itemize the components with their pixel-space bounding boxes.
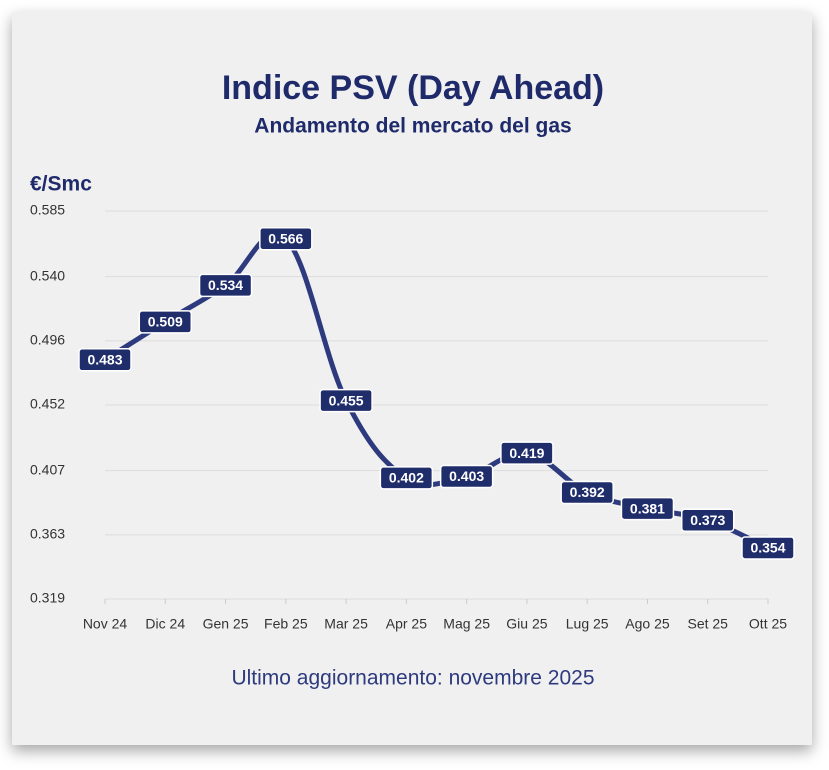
y-tick-label: 0.496 bbox=[30, 332, 65, 348]
data-label: 0.402 bbox=[379, 466, 434, 490]
data-label: 0.381 bbox=[620, 496, 675, 521]
card bbox=[12, 12, 812, 745]
data-label-text: 0.373 bbox=[690, 512, 725, 528]
data-label-text: 0.381 bbox=[630, 500, 665, 516]
y-axis-label: €/Smc bbox=[30, 173, 92, 196]
y-tick-label: 0.407 bbox=[30, 461, 65, 477]
data-label-text: 0.354 bbox=[750, 540, 785, 556]
x-tick-label: Gen 25 bbox=[203, 616, 249, 632]
data-label-box bbox=[379, 466, 434, 490]
x-tick-label: Nov 24 bbox=[83, 616, 128, 632]
data-label-box bbox=[741, 536, 795, 560]
data-label: 0.534 bbox=[198, 273, 253, 298]
data-label-box bbox=[560, 480, 614, 505]
y-tick-label: 0.540 bbox=[30, 267, 65, 283]
data-label-text: 0.455 bbox=[329, 392, 364, 408]
x-tick-label: Set 25 bbox=[687, 616, 728, 632]
data-label-text: 0.534 bbox=[208, 277, 243, 293]
x-tick-label: Mar 25 bbox=[324, 616, 368, 632]
data-label-text: 0.566 bbox=[268, 230, 303, 246]
data-label: 0.373 bbox=[680, 508, 735, 532]
y-tick-label: 0.319 bbox=[30, 590, 65, 606]
chart-title: Indice PSV (Day Ahead) bbox=[222, 69, 604, 107]
data-label: 0.509 bbox=[138, 310, 193, 334]
x-tick-label: Lug 25 bbox=[566, 616, 609, 632]
data-label-text: 0.419 bbox=[509, 445, 544, 461]
data-label-text: 0.483 bbox=[87, 351, 122, 367]
x-tick-label: Feb 25 bbox=[264, 616, 308, 632]
y-tick-label: 0.585 bbox=[30, 202, 65, 218]
data-label-text: 0.402 bbox=[389, 470, 424, 486]
x-tick-label: Ago 25 bbox=[625, 616, 670, 632]
x-tick-label: Apr 25 bbox=[386, 616, 427, 632]
data-label-box bbox=[500, 441, 554, 465]
data-label-box bbox=[78, 348, 132, 372]
data-label: 0.566 bbox=[259, 226, 313, 251]
data-label-box bbox=[138, 310, 193, 334]
data-label-box bbox=[620, 496, 675, 521]
data-label-box bbox=[259, 226, 313, 251]
data-label: 0.419 bbox=[500, 441, 554, 465]
data-label-box bbox=[439, 464, 494, 489]
data-label: 0.455 bbox=[319, 388, 373, 413]
y-tick-label: 0.452 bbox=[30, 396, 65, 412]
data-label: 0.392 bbox=[560, 480, 614, 505]
data-label: 0.483 bbox=[78, 348, 132, 372]
data-label-box bbox=[198, 273, 253, 298]
data-label-text: 0.392 bbox=[570, 484, 605, 500]
y-tick-label: 0.363 bbox=[30, 526, 65, 542]
chart-subtitle: Andamento del mercato del gas bbox=[254, 115, 571, 138]
data-label: 0.354 bbox=[741, 536, 795, 560]
x-tick-label: Ott 25 bbox=[749, 616, 787, 632]
x-tick-label: Dic 24 bbox=[145, 616, 185, 632]
data-label-text: 0.509 bbox=[148, 314, 183, 330]
data-label-box bbox=[319, 388, 373, 413]
data-label: 0.403 bbox=[439, 464, 494, 489]
x-tick-label: Giu 25 bbox=[506, 616, 547, 632]
data-label-text: 0.403 bbox=[449, 468, 484, 484]
x-tick-label: Mag 25 bbox=[443, 616, 490, 632]
footnote: Ultimo aggiornamento: novembre 2025 bbox=[231, 667, 594, 690]
data-label-box bbox=[680, 508, 735, 532]
